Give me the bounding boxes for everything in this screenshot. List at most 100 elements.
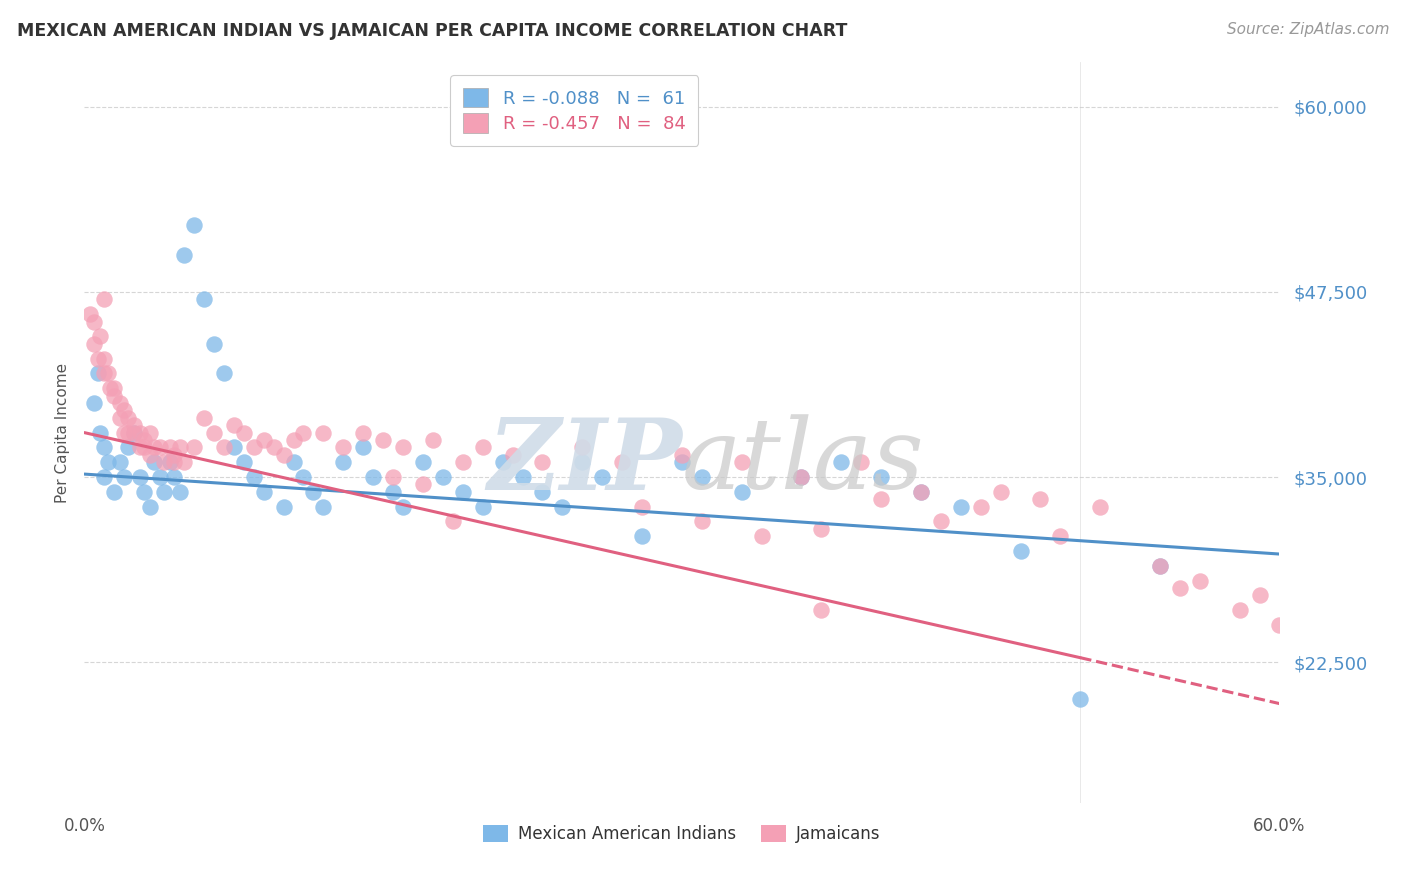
Point <box>1188 574 1211 588</box>
Point <box>810 522 832 536</box>
Legend: Mexican American Indians, Jamaicans: Mexican American Indians, Jamaicans <box>477 819 887 850</box>
Point <box>93 351 115 366</box>
Point <box>451 455 474 469</box>
Point <box>153 484 176 499</box>
Point <box>242 470 264 484</box>
Point <box>143 455 166 469</box>
Point <box>169 441 191 455</box>
Text: Source: ZipAtlas.com: Source: ZipAtlas.com <box>1226 22 1389 37</box>
Point <box>1010 544 1032 558</box>
Point <box>790 470 813 484</box>
Point <box>571 441 593 455</box>
Point <box>631 529 654 543</box>
Point <box>531 455 554 469</box>
Point <box>332 455 354 469</box>
Point <box>132 484 156 499</box>
Point <box>790 470 813 484</box>
Point <box>242 441 264 455</box>
Point <box>232 455 254 469</box>
Point <box>193 293 215 307</box>
Point <box>361 470 384 484</box>
Point <box>1249 589 1271 603</box>
Text: ZIP: ZIP <box>486 414 682 510</box>
Point <box>183 441 205 455</box>
Text: atlas: atlas <box>682 415 925 510</box>
Point <box>253 433 276 447</box>
Point <box>382 484 405 499</box>
Point <box>690 515 713 529</box>
Point <box>117 441 139 455</box>
Point <box>110 396 132 410</box>
Point <box>1090 500 1112 514</box>
Point <box>830 455 852 469</box>
Point <box>122 425 145 440</box>
Point <box>1229 603 1251 617</box>
Point <box>312 500 335 514</box>
Point <box>97 455 120 469</box>
Point <box>112 425 135 440</box>
Point <box>159 455 181 469</box>
Point <box>412 455 434 469</box>
Point <box>98 381 121 395</box>
Point <box>591 470 613 484</box>
Point <box>112 403 135 417</box>
Point <box>222 441 245 455</box>
Point <box>129 441 152 455</box>
Point <box>1069 692 1091 706</box>
Point <box>122 425 145 440</box>
Point <box>212 441 235 455</box>
Point <box>810 603 832 617</box>
Point <box>451 484 474 499</box>
Point <box>990 484 1012 499</box>
Point <box>89 329 111 343</box>
Point <box>97 367 120 381</box>
Point <box>332 441 354 455</box>
Point <box>283 455 305 469</box>
Point <box>471 441 494 455</box>
Point <box>93 367 115 381</box>
Point <box>169 484 191 499</box>
Point <box>870 470 893 484</box>
Point <box>163 455 186 469</box>
Point <box>292 425 315 440</box>
Point <box>870 492 893 507</box>
Point <box>222 418 245 433</box>
Point <box>551 500 574 514</box>
Point <box>149 441 172 455</box>
Point <box>139 425 162 440</box>
Point <box>129 470 152 484</box>
Point <box>1149 558 1171 573</box>
Point <box>671 448 693 462</box>
Point <box>1168 581 1191 595</box>
Text: MEXICAN AMERICAN INDIAN VS JAMAICAN PER CAPITA INCOME CORRELATION CHART: MEXICAN AMERICAN INDIAN VS JAMAICAN PER … <box>17 22 848 40</box>
Point <box>232 425 254 440</box>
Point <box>751 529 773 543</box>
Point <box>87 367 110 381</box>
Point <box>273 448 295 462</box>
Point <box>352 425 374 440</box>
Point <box>110 455 132 469</box>
Point <box>103 484 125 499</box>
Point <box>139 500 162 514</box>
Point <box>89 425 111 440</box>
Point <box>612 455 634 469</box>
Point <box>422 433 444 447</box>
Point <box>110 410 132 425</box>
Point <box>412 477 434 491</box>
Point <box>93 293 115 307</box>
Point <box>103 389 125 403</box>
Point <box>571 455 593 469</box>
Point <box>139 448 162 462</box>
Point <box>93 441 115 455</box>
Point <box>302 484 325 499</box>
Point <box>173 455 195 469</box>
Point <box>1029 492 1052 507</box>
Point <box>173 248 195 262</box>
Point <box>212 367 235 381</box>
Point <box>382 470 405 484</box>
Point <box>970 500 993 514</box>
Point <box>122 418 145 433</box>
Point <box>432 470 454 484</box>
Point <box>143 441 166 455</box>
Point <box>117 410 139 425</box>
